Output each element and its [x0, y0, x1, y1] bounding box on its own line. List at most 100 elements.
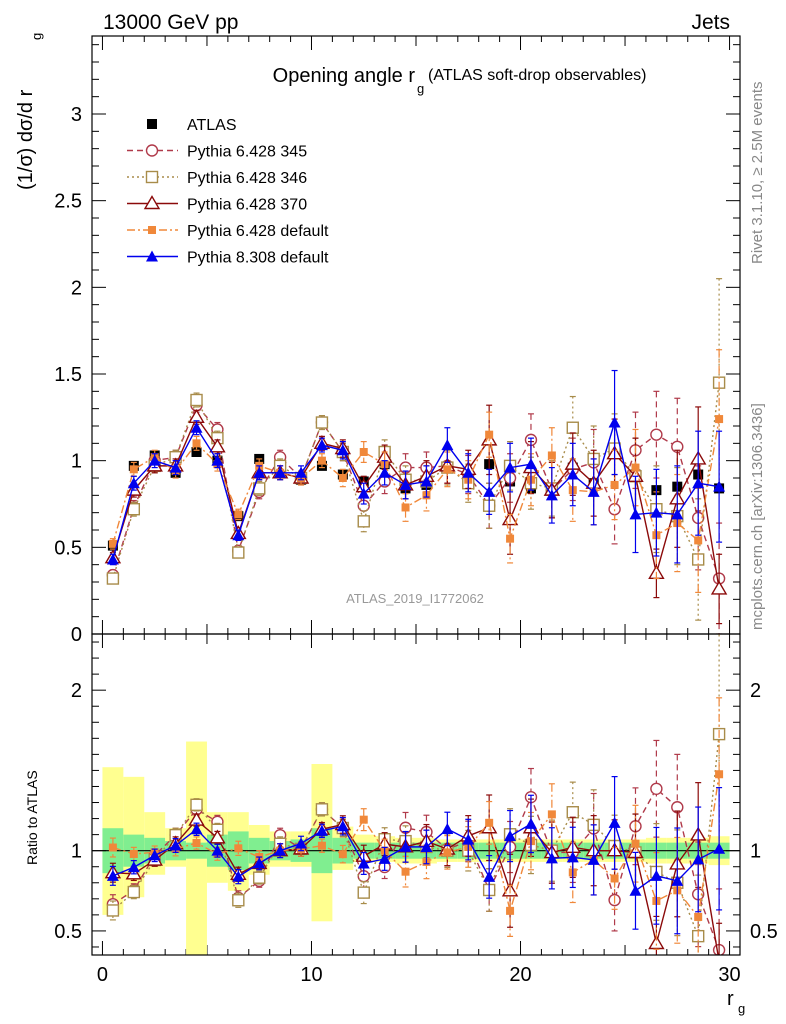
plot-title-sub: g — [417, 81, 424, 96]
main-line-pdef — [112, 418, 720, 545]
ratio-point-pdef — [234, 844, 243, 853]
y-tick-label-main: 0.5 — [54, 537, 82, 559]
y-tick-label-ratio: 1 — [71, 841, 82, 863]
main-point-p8 — [420, 475, 433, 487]
main-point-p8 — [211, 454, 224, 466]
main-point-p8 — [566, 468, 579, 480]
header-right: Jets — [691, 11, 730, 34]
ratio-point-p370 — [648, 935, 665, 950]
ratio-point-p346 — [253, 871, 266, 884]
ratio-point-p8 — [378, 852, 391, 864]
analysis-label: ATLAS_2019_I1772062 — [346, 591, 484, 606]
main-line-p345 — [112, 403, 720, 579]
ratio-point-p8 — [504, 830, 517, 842]
main-point-p345 — [650, 428, 663, 441]
ratio-point-p8 — [545, 852, 558, 864]
x-axis-label-sub: g — [738, 1001, 745, 1016]
ratio-point-p8 — [692, 853, 705, 865]
ratio-point-p8 — [524, 817, 537, 829]
main-point-p8 — [462, 466, 475, 478]
y-tick-label-ratio-right: 1 — [750, 841, 761, 863]
main-point-p8 — [274, 466, 287, 478]
y-tick-label-main: 2 — [71, 277, 82, 299]
ratio-series-p8 — [106, 775, 726, 935]
main-point-pdef — [694, 536, 703, 545]
ratio-point-pdef — [506, 906, 515, 915]
main-point-p346 — [232, 546, 245, 559]
main-point-p8 — [190, 421, 203, 433]
main-point-pdef — [443, 465, 452, 474]
main-point-pdef — [129, 465, 138, 474]
ratio-point-p8 — [650, 869, 663, 881]
legend-marker — [146, 250, 158, 262]
main-point-p8 — [106, 553, 119, 565]
ratio-point-p8 — [190, 823, 203, 835]
main-point-p8 — [692, 477, 705, 489]
y-tick-label-ratio: 0.5 — [54, 921, 82, 943]
main-point-p8 — [232, 529, 245, 541]
main-point-p346 — [315, 416, 329, 429]
panel-frame — [91, 633, 741, 956]
y-axis-label-ratio: Ratio to ATLAS — [24, 770, 40, 865]
ratio-point-p8 — [253, 857, 266, 869]
x-tick-label: 10 — [300, 964, 322, 986]
ratio-point-p346 — [106, 904, 120, 917]
plot-title-suffix: (ATLAS soft-drop observables) — [428, 67, 646, 84]
main-point-p8 — [378, 466, 391, 478]
main-point-p8 — [295, 466, 308, 478]
legend: ATLAS Pythia 6.428 345 Pythia 6.428 346 Pyt… — [127, 117, 329, 267]
y-axis-label-main-sub: g — [29, 33, 44, 40]
main-point-p8 — [357, 487, 370, 499]
ratio-point-p8 — [713, 842, 726, 854]
legend-marker — [148, 226, 156, 234]
main-point-pdef — [715, 415, 724, 424]
ratio-panel: 0 10 20 30 0.5 0.5 1 1 2 2 — [54, 633, 778, 986]
main-point-p8 — [127, 477, 140, 489]
ratio-point-pdef — [485, 818, 494, 827]
main-point-p8 — [650, 506, 663, 518]
ratio-point-p8 — [587, 853, 600, 865]
y-tick-label-main: 3 — [71, 104, 82, 126]
legend-label: Pythia 6.428 370 — [187, 197, 307, 214]
main-point-pdef — [631, 463, 640, 472]
ratio-point-pdef — [715, 770, 724, 779]
legend-entry-p346: Pythia 6.428 346 — [127, 170, 307, 187]
main-line-p370 — [112, 415, 720, 590]
ratio-point-p8 — [211, 844, 224, 856]
ratio-point-p8 — [169, 839, 182, 851]
main-point-p370 — [710, 580, 728, 595]
y-axis-label-main: (1/σ) dσ/d r — [15, 89, 37, 190]
main-point-p8 — [169, 461, 182, 473]
ratio-point-p346 — [315, 803, 329, 816]
ratio-point-p346 — [357, 886, 370, 899]
legend-label: Pythia 6.428 346 — [187, 170, 307, 187]
ratio-point-p345 — [650, 782, 663, 795]
main-point-p8 — [587, 485, 600, 497]
y-tick-label-ratio-right: 0.5 — [750, 921, 778, 943]
legend-entry-data: ATLAS — [147, 117, 237, 134]
ratio-point-pdef — [443, 848, 452, 857]
main-point-p8 — [148, 454, 161, 466]
ratio-point-p346 — [232, 894, 245, 907]
ratio-point-pdef — [129, 849, 138, 858]
main-point-p346 — [566, 421, 579, 434]
main-point-pdef — [547, 451, 556, 460]
ratio-point-pdef — [359, 815, 368, 824]
ratio-point-p8 — [420, 840, 433, 852]
ratio-point-pdef — [108, 843, 117, 852]
ratio-point-pdef — [547, 810, 556, 819]
y-tick-label-main: 0 — [71, 624, 82, 646]
legend-marker — [145, 144, 159, 157]
y-tick-label-main: 1.5 — [54, 364, 82, 386]
legend-entry-pdef: Pythia 6.428 default — [127, 223, 329, 240]
main-point-p346 — [127, 503, 141, 516]
y-tick-label-main: 1 — [71, 451, 82, 473]
side-label-mcplots: mcplots.cern.ch [arXiv:1306.3436] — [749, 403, 766, 630]
main-point-pdef — [506, 534, 515, 543]
main-point-p8 — [713, 480, 726, 492]
ratio-point-p8 — [127, 861, 140, 873]
ratio-point-p8 — [106, 869, 119, 881]
ratio-point-p8 — [274, 844, 287, 856]
ratio-line-p345 — [112, 787, 720, 951]
ratio-point-p8 — [399, 840, 412, 852]
